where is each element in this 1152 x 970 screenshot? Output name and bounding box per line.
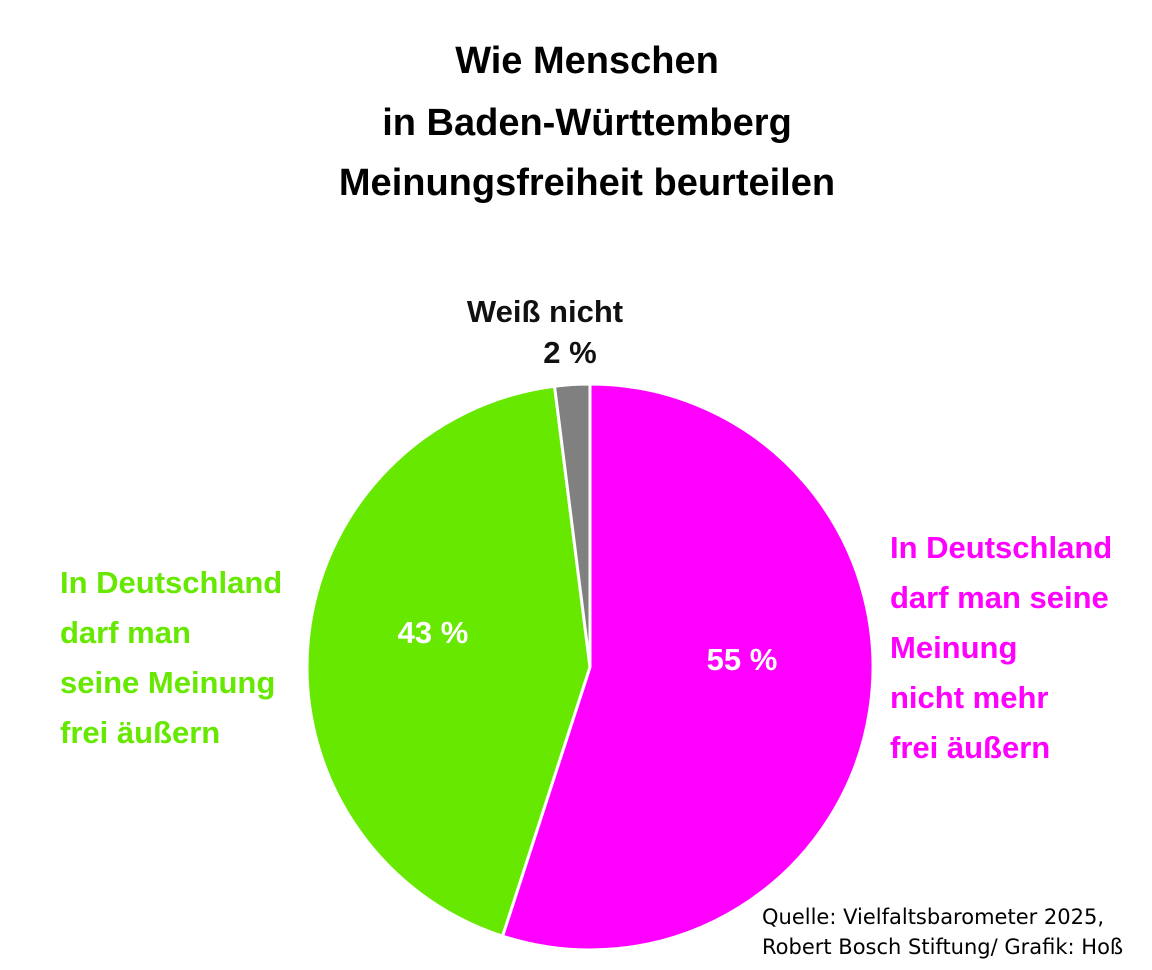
chart-title: in Baden-Württemberg xyxy=(382,102,792,144)
category-label: In Deutschland darf man seine Meinung nicht… xyxy=(890,530,1112,765)
chart-title: Meinungsfreiheit beurteilen xyxy=(339,162,835,204)
category-label-line: nicht mehr xyxy=(890,680,1048,715)
pie-slice xyxy=(552,382,592,668)
category-label-line: frei äußern xyxy=(60,715,220,750)
category-label-line: seine Meinung xyxy=(60,665,275,700)
category-label: Weiß nicht xyxy=(467,294,623,329)
category-label-line: Meinung xyxy=(890,630,1017,665)
category-label-line: Weiß nicht xyxy=(467,294,623,329)
category-label-line: frei äußern xyxy=(890,730,1050,765)
pie-slice xyxy=(305,384,592,939)
value-label: 43 % xyxy=(398,615,469,650)
category-label-line: darf man xyxy=(60,615,191,650)
category-label: In Deutschland darf man seine Meinung frei … xyxy=(60,565,282,750)
category-label-line: In Deutschland xyxy=(890,530,1112,565)
source: Quelle: Vielfaltsbarometer 2025, xyxy=(762,905,1104,929)
pie-slice xyxy=(500,382,875,952)
chart-title: Wie Menschen xyxy=(455,40,719,82)
category-label-line: In Deutschland xyxy=(60,565,282,600)
category-label-line: darf man seine xyxy=(890,580,1109,615)
value-label: 55 % xyxy=(707,642,778,677)
source: Robert Bosch Stiftung/ Grafik: Hoß xyxy=(762,935,1123,959)
value-label: 2 % xyxy=(543,335,596,370)
